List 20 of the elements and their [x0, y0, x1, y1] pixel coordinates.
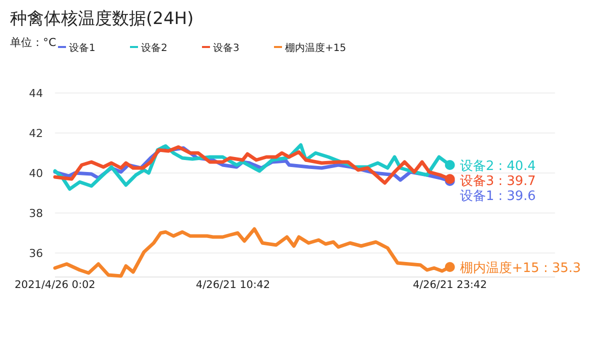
chart-subtitle: 单位：°C: [10, 36, 56, 49]
legend-label: 设备3: [213, 42, 240, 54]
y-tick-label: 38: [29, 207, 43, 220]
point: [444, 160, 455, 170]
x-tick-label: 4/26/21 10:42: [196, 279, 270, 291]
annotation: 棚内温度+15 : 35.3: [460, 260, 581, 276]
legend-label: 设备2: [141, 42, 168, 54]
x-tick-label: 4/26/21 23:42: [412, 279, 487, 291]
legend-label: 棚内温度+15: [285, 42, 346, 54]
y-tick-label: 40: [29, 167, 43, 180]
chart-title: 种禽体核温度数据(24H): [10, 9, 194, 29]
y-tick-label: 42: [29, 127, 43, 140]
y-tick-label: 44: [29, 87, 43, 100]
annotation: 设备3 : 39.7: [460, 174, 536, 189]
annotation: 设备1 : 39.6: [460, 189, 536, 204]
y-tick-label: 36: [29, 247, 43, 260]
legend-label: 设备1: [69, 42, 96, 54]
point: [444, 262, 455, 272]
annotation: 设备2 : 40.4: [460, 159, 536, 174]
x-tick-label: 2021/4/26 0:02: [14, 279, 96, 291]
